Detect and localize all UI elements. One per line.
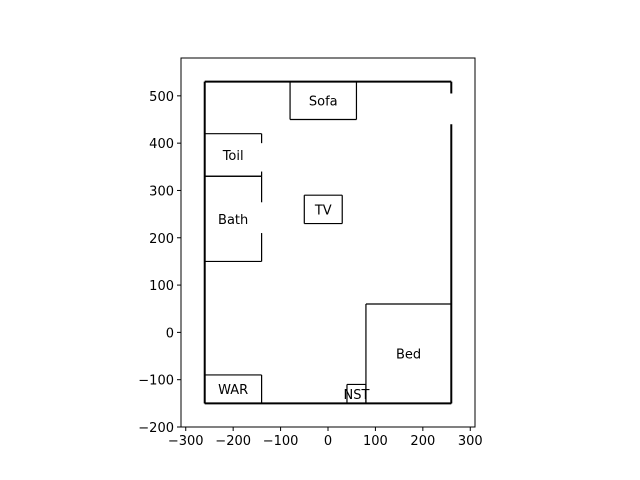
- room-bath: Bath: [204, 175, 263, 263]
- x-axis: −300 −200 −100 0 100 200 300: [168, 427, 483, 449]
- room-bed: Bed: [365, 303, 452, 404]
- y-axis: −200 −100 0 100 200 300 400 500: [138, 90, 181, 436]
- y-tick-label: 500: [149, 90, 174, 105]
- x-tick-label: −100: [263, 434, 299, 449]
- room-nst-label: NST: [343, 388, 369, 403]
- x-tick-label: −200: [215, 434, 251, 449]
- x-tick-label: 0: [324, 434, 332, 449]
- y-tick-label: −100: [138, 374, 174, 389]
- y-tick-label: 300: [149, 184, 174, 199]
- room-bath-label: Bath: [218, 213, 248, 228]
- x-tick-label: 200: [410, 434, 435, 449]
- room-tv: TV: [303, 194, 343, 225]
- room-bed-label: Bed: [396, 348, 421, 363]
- x-tick-label: 300: [458, 434, 483, 449]
- room-nst: NST: [343, 383, 369, 404]
- y-tick-label: 0: [166, 326, 174, 341]
- room-toil: Toil: [204, 133, 263, 177]
- room-war: WAR: [204, 374, 263, 404]
- rooms-layer: Sofa Toil Bath TV Bed WAR NST: [204, 81, 452, 404]
- plot-area-frame: [180, 57, 476, 428]
- y-tick-label: 100: [149, 279, 174, 294]
- room-toil-label: Toil: [222, 149, 244, 164]
- room-tv-label: TV: [314, 203, 332, 218]
- room-sofa: Sofa: [289, 81, 358, 121]
- y-tick-label: −200: [138, 421, 174, 436]
- y-tick-label: 200: [149, 232, 174, 247]
- room-sofa-label: Sofa: [309, 95, 338, 110]
- x-tick-label: −300: [168, 434, 204, 449]
- room-war-label: WAR: [218, 383, 248, 398]
- x-tick-label: 100: [363, 434, 388, 449]
- y-tick-label: 400: [149, 137, 174, 152]
